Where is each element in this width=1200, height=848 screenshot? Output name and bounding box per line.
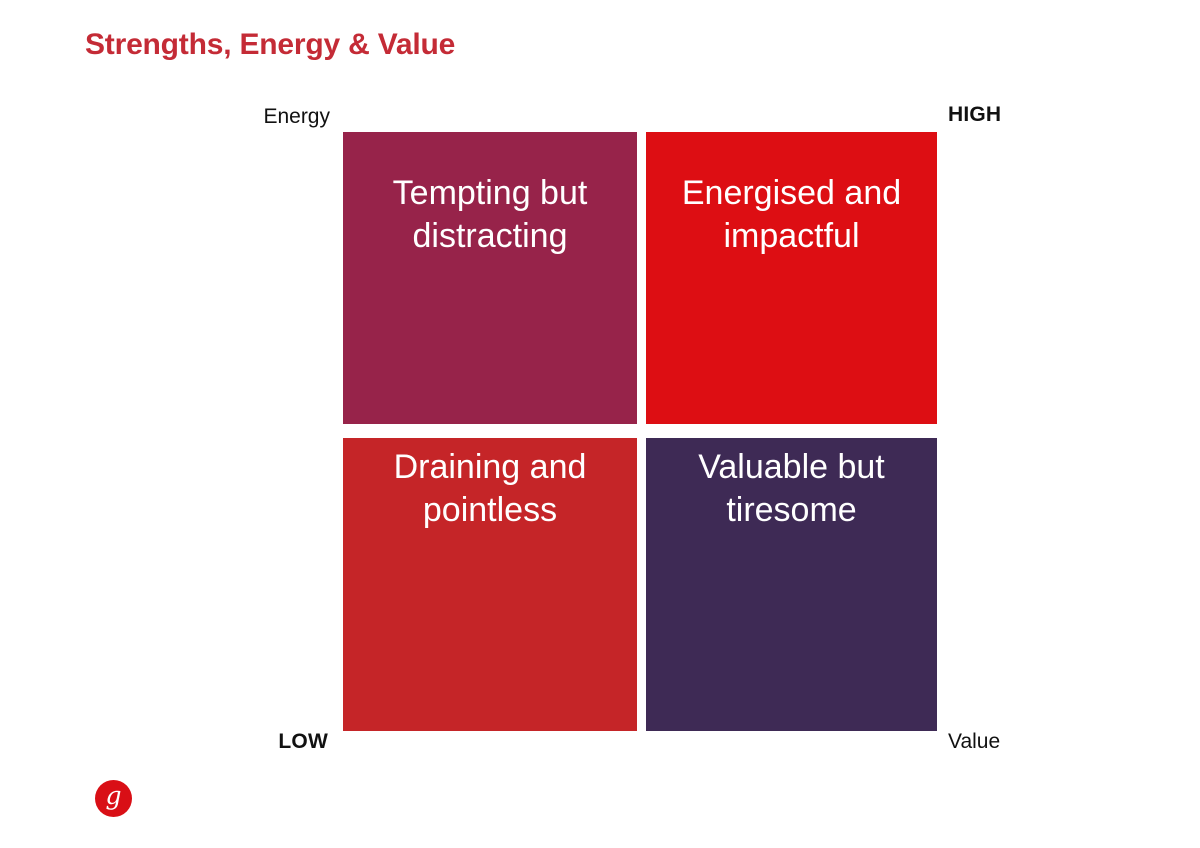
- y-axis-label-energy: Energy: [263, 105, 330, 128]
- quadrant-energised-and-impactful: Energised and impactful: [646, 132, 937, 424]
- company-logo: g: [95, 780, 132, 817]
- quadrant-label-line: distracting: [412, 217, 568, 255]
- quadrant-label-line: Energised and: [681, 174, 902, 212]
- x-axis-label-value: Value: [948, 730, 1001, 753]
- quadrant-label-line: tiresome: [726, 491, 857, 529]
- quadrant-tempting-but-distracting: Tempting but distracting: [343, 132, 637, 424]
- axis-extreme-high-label: HIGH: [948, 103, 1002, 126]
- quadrant-draining-and-pointless: Draining and pointless: [343, 438, 637, 731]
- quadrant-label-line: impactful: [723, 217, 860, 255]
- quadrant-label-line: Draining and: [393, 448, 587, 486]
- logo-letter-glyph: g: [105, 781, 122, 810]
- axis-extreme-low-label: LOW: [278, 730, 328, 753]
- quadrant-label-line: Tempting but: [392, 174, 588, 212]
- quadrant-label-line: pointless: [422, 491, 558, 529]
- page-title: Strengths, Energy & Value: [85, 28, 456, 61]
- two-by-two-matrix: Tempting but distracting Energised and i…: [343, 132, 937, 731]
- quadrant-label-line: Valuable but: [698, 448, 885, 486]
- quadrant-valuable-but-tiresome: Valuable but tiresome: [646, 438, 937, 731]
